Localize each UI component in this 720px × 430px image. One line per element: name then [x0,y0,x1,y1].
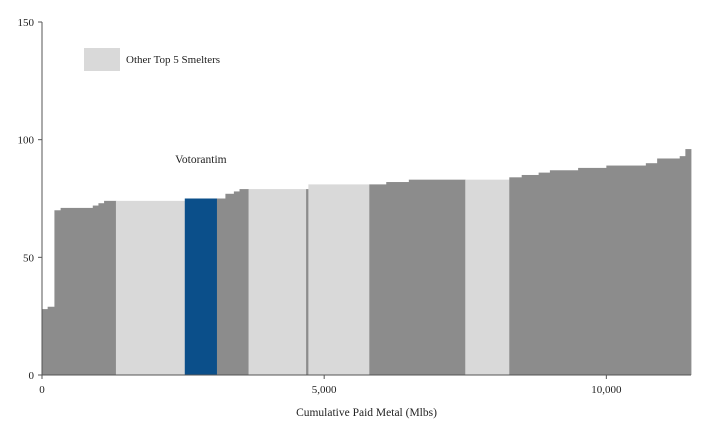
bar-other-4 [92,205,99,375]
bar-other-27 [657,158,681,375]
bar-votorantim [184,198,218,375]
bar-other-11 [233,191,240,375]
bar-other-24 [578,167,607,375]
bar-other-25 [606,165,647,375]
bar-other-20 [509,177,523,375]
x-tick-label: 10,000 [591,384,622,396]
bar-other-5 [98,203,105,375]
legend-swatch-top5 [84,48,120,71]
bar-other-3 [60,207,94,375]
bar-top5-15 [308,184,370,375]
bar-other-18 [408,179,466,375]
legend-label-top5: Other Top 5 Smelters [126,54,220,66]
y-tick-label: 150 [18,17,35,29]
bar-other-1 [47,306,55,375]
bar-other-16 [369,184,387,375]
x-ticks: 0 5,000 10,000 [39,375,622,396]
bar-other-0 [42,309,49,375]
bar-other-2 [54,210,62,375]
bar-other-6 [104,200,117,375]
y-tick-label: 0 [29,370,35,382]
x-tick-label: 5,000 [312,384,337,396]
y-ticks: 0 50 100 150 [18,17,42,382]
axes-layer [41,22,691,376]
bar-other-14 [306,189,309,375]
y-tick-label: 100 [18,135,35,147]
x-axis-title: Cumulative Paid Metal (Mlbs) [296,407,437,419]
bars-layer [42,149,692,375]
bar-top5-19 [465,179,510,375]
bar-other-10 [225,193,235,375]
bar-other-28 [679,156,686,375]
legend: Other Top 5 Smelters [84,48,220,71]
bar-other-17 [386,182,410,375]
bar-other-23 [549,170,579,375]
x-tick-label: 0 [39,384,45,396]
bar-other-26 [645,163,658,375]
y-tick-label: 50 [23,252,35,264]
bar-other-21 [521,174,540,375]
bar-other-12 [239,189,249,375]
bar-other-22 [538,172,551,375]
bar-top5-13 [248,189,307,375]
bar-top5-7 [115,200,186,375]
annotation-votorantim: Votorantim [175,154,227,166]
bar-other-9 [216,198,226,375]
bar-other-29 [685,149,692,375]
